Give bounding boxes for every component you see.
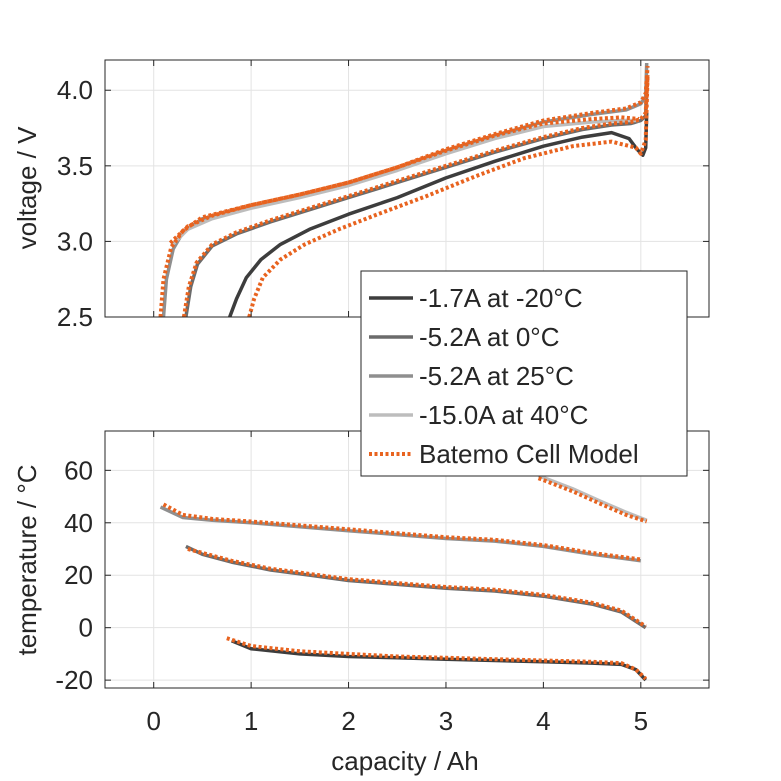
voltage-series-line-batemo-cell-model [168,115,640,245]
voltage-ytick-label: 3.0 [57,226,93,256]
voltage-series-line-15-0a-at-40-c [169,118,639,248]
capacity-xlabel: capacity / Ah [331,746,478,776]
temperature-series-line-batemo-cell-model [162,502,642,562]
temperature-series-line-batemo-cell-model [226,636,648,681]
voltage-series-line-batemo-cell-model [181,74,650,317]
temperature-series-line-batemo-cell-model [537,476,648,524]
voltage-ylabel: voltage / V [12,126,42,250]
legend-label: -5.2A at 0°C [419,322,559,352]
legend: -1.7A at -20°C -5.2A at 0°C -5.2A at 25°C -… [360,270,688,477]
legend-label: -1.7A at -20°C [419,283,583,313]
legend-label: -5.2A at 25°C [419,361,574,391]
temperature-series-line-1-7a-at-20-c [230,639,647,682]
temperature-ticks: 0 1 2 3 4 5 -20 0 20 40 60 [55,431,709,736]
temperature-xtick-label: 0 [146,706,160,736]
voltage-ytick-label: 2.5 [57,302,93,332]
legend-box [360,270,688,477]
voltage-series-group [158,62,650,317]
voltage-ticks: 2.5 3.0 3.5 4.0 [57,60,709,332]
temperature-xtick-label: 2 [341,706,355,736]
temperature-series-line-15-0a-at-40-c [537,473,648,522]
temperature-ytick-label: 20 [64,560,93,590]
voltage-ytick-label: 4.0 [57,75,93,105]
temperature-xtick-label: 3 [439,706,453,736]
voltage-ytick-label: 3.5 [57,151,93,181]
temperature-ytick-label: -20 [55,665,93,695]
temperature-series-line-batemo-cell-model [187,547,647,629]
temperature-ytick-label: 60 [64,455,93,485]
legend-entries: -1.7A at -20°C -5.2A at 0°C -5.2A at 25°C -… [369,283,639,469]
temperature-xtick-label: 5 [634,706,648,736]
temperature-xtick-label: 1 [244,706,258,736]
voltage-series-line-1-7a-at-20-c [228,112,649,317]
legend-label: -15.0A at 40°C [419,400,588,430]
temperature-ytick-label: 40 [64,508,93,538]
legend-label: Batemo Cell Model [419,439,639,469]
temperature-xtick-label: 4 [536,706,550,736]
temperature-series-group [159,473,648,682]
temperature-ylabel: temperature / °C [12,464,42,655]
temperature-ytick-label: 0 [79,613,93,643]
